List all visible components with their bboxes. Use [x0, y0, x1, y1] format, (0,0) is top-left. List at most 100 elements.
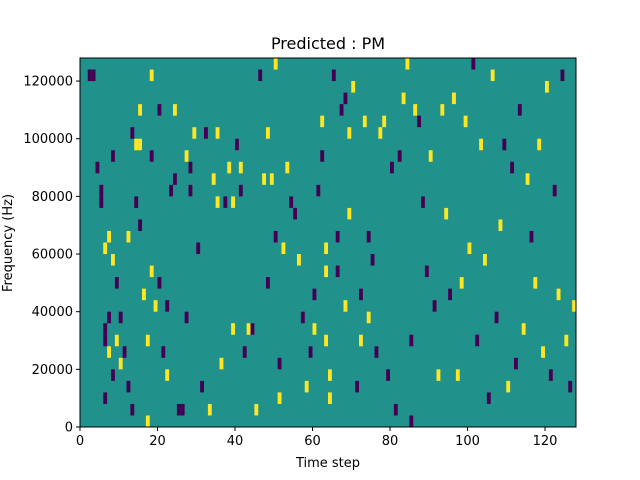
- heatmap-cell: [138, 138, 143, 151]
- heatmap-cell: [149, 265, 154, 278]
- heatmap-cell: [246, 323, 251, 335]
- x-axis-label: Time step: [295, 456, 360, 471]
- heatmap-cell: [359, 334, 363, 347]
- heatmap-cell: [463, 115, 468, 128]
- heatmap-cell: [324, 334, 329, 347]
- y-tick-label: 100000: [23, 132, 73, 147]
- heatmap-cell: [126, 230, 131, 243]
- heatmap-cell: [390, 161, 394, 174]
- heatmap-cell: [312, 323, 317, 335]
- heatmap-cell: [111, 369, 115, 381]
- heatmap-cell: [289, 196, 294, 208]
- x-tick-label: 60: [304, 434, 321, 449]
- heatmap-cell: [273, 58, 278, 70]
- heatmap-cell: [312, 288, 317, 301]
- x-tick-label: 40: [227, 434, 244, 449]
- heatmap-cell: [304, 380, 309, 393]
- heatmap-cell: [180, 403, 185, 416]
- heatmap-cell: [362, 115, 367, 128]
- heatmap-cell: [184, 150, 189, 162]
- chart-title: Predicted : PM: [271, 34, 385, 53]
- heatmap-cell: [114, 334, 119, 347]
- heatmap-cell: [324, 265, 329, 278]
- heatmap-cell: [192, 127, 197, 139]
- heatmap-cell: [359, 288, 363, 301]
- heatmap-cell: [560, 69, 565, 82]
- heatmap-cell: [107, 311, 112, 324]
- heatmap-cell: [211, 173, 216, 185]
- heatmap-cell: [262, 173, 267, 185]
- heatmap-cell: [258, 69, 263, 82]
- heatmap-cell: [188, 161, 193, 174]
- heatmap-cell: [409, 334, 414, 347]
- heatmap-cell: [467, 242, 472, 255]
- heatmap-cell: [541, 346, 546, 358]
- heatmap-cell: [207, 403, 212, 416]
- heatmap-cell: [510, 161, 515, 174]
- heatmap-cell: [138, 219, 143, 231]
- heatmap-cell: [568, 380, 573, 393]
- heatmap-cell: [227, 161, 232, 174]
- heatmap-cell: [448, 288, 453, 301]
- heatmap-cell: [277, 357, 282, 370]
- heatmap-cell: [196, 242, 201, 255]
- heatmap-cell: [366, 311, 371, 324]
- heatmap-cell: [219, 357, 224, 370]
- y-axis-label: Frequency (Hz): [1, 194, 16, 292]
- heatmap-cell: [149, 150, 154, 162]
- heatmap-cell: [99, 196, 104, 208]
- heatmap-cell: [506, 380, 511, 393]
- heatmap-cell: [142, 288, 146, 301]
- heatmap-cell: [188, 184, 193, 197]
- heatmap-cell: [157, 277, 162, 289]
- heatmap-cell: [328, 369, 332, 381]
- heatmap-cell: [165, 369, 170, 381]
- heatmap-cell: [417, 115, 422, 128]
- heatmap-cell: [95, 161, 100, 174]
- heatmap-cell: [103, 392, 108, 404]
- heatmap-cell: [165, 300, 170, 312]
- heatmap-cell: [250, 323, 255, 335]
- heatmap-cell: [475, 334, 480, 347]
- heatmap-cell: [335, 230, 340, 243]
- heatmap-cell: [184, 311, 189, 324]
- heatmap-cell: [459, 277, 464, 289]
- y-tick-label: 0: [65, 421, 73, 436]
- heatmap-cell: [366, 230, 371, 243]
- heatmap-cell: [347, 207, 352, 220]
- heatmap-cell: [405, 58, 410, 70]
- heatmap-cell: [103, 323, 108, 335]
- x-tick-label: 80: [382, 434, 399, 449]
- heatmap-cell: [548, 369, 553, 381]
- heatmap-cell: [215, 196, 220, 208]
- heatmap-cell: [266, 277, 270, 289]
- heatmap-cell: [374, 346, 379, 358]
- heatmap-cell: [483, 254, 487, 266]
- heatmap-cell: [157, 104, 162, 116]
- x-tick-label: 20: [149, 434, 166, 449]
- heatmap-cell: [386, 369, 391, 381]
- heatmap-cell: [455, 369, 460, 381]
- heatmap-cell: [122, 346, 127, 358]
- heatmap-cell: [498, 219, 503, 231]
- heatmap-cell: [176, 403, 181, 416]
- heatmap-cell: [204, 127, 208, 139]
- heatmap-cell: [409, 415, 414, 427]
- x-tick-label: 100: [455, 434, 480, 449]
- heatmap-cell: [440, 104, 445, 116]
- heatmap-cell: [277, 392, 282, 404]
- heatmap-cell: [103, 334, 108, 347]
- heatmap-cell: [564, 334, 569, 347]
- heatmap-cell: [347, 127, 352, 139]
- heatmap-cell: [436, 369, 441, 381]
- heatmap-cell: [378, 127, 383, 139]
- heatmap-cell: [173, 104, 177, 116]
- heatmap-cell: [273, 230, 278, 243]
- heatmap-cell: [161, 346, 166, 358]
- heatmap-cell: [335, 265, 340, 278]
- heatmap-cell: [343, 300, 348, 312]
- heatmap-cell: [424, 265, 429, 278]
- heatmap-cell: [231, 196, 236, 208]
- heatmap-cell: [300, 311, 305, 324]
- y-tick-label: 120000: [23, 75, 73, 90]
